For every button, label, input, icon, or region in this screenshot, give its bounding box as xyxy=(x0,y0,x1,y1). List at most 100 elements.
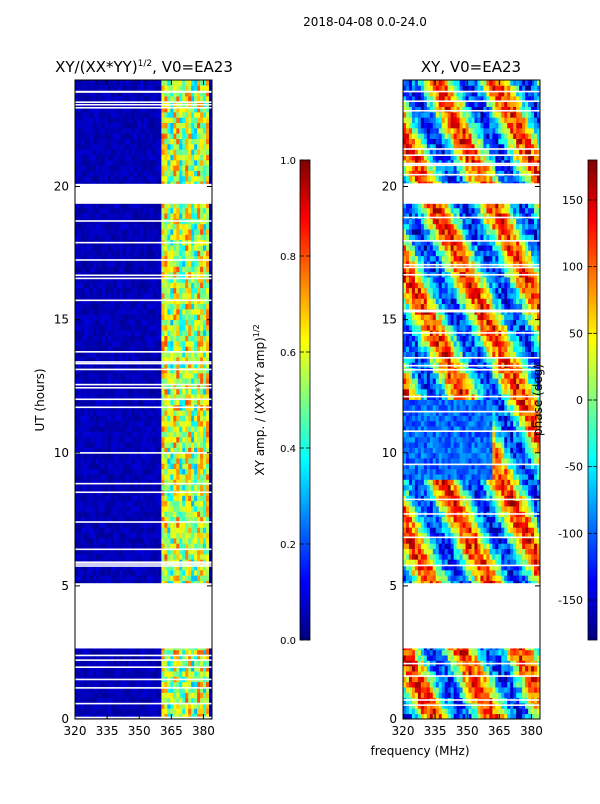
heatmap-cell xyxy=(128,149,132,155)
heatmap-cell xyxy=(194,521,198,528)
heatmap-cell xyxy=(173,362,177,368)
heatmap-cell xyxy=(77,468,82,475)
heatmap-cell xyxy=(182,255,186,262)
heatmap-cell xyxy=(134,335,138,342)
heatmap-cell xyxy=(149,202,153,209)
heatmap-cell xyxy=(125,703,130,709)
heatmap-cell xyxy=(125,255,130,262)
heatmap-cell xyxy=(176,378,180,384)
heatmap-cell xyxy=(146,564,150,571)
heatmap-cell xyxy=(98,319,103,326)
heatmap-cell xyxy=(158,399,162,406)
heatmap-cell xyxy=(122,367,127,374)
heatmap-cell xyxy=(143,143,147,150)
heatmap-cell xyxy=(188,452,192,459)
heatmap-cell xyxy=(197,442,201,448)
heatmap-cell xyxy=(125,324,130,331)
heatmap-cell xyxy=(149,356,153,363)
heatmap-cell xyxy=(89,458,94,464)
heatmap-cell xyxy=(116,282,121,289)
heatmap-cell xyxy=(113,335,118,342)
heatmap-cell xyxy=(143,687,147,693)
heatmap-cell xyxy=(122,420,127,427)
heatmap-cell xyxy=(116,261,121,267)
heatmap-cell xyxy=(188,671,192,677)
heatmap-cell xyxy=(107,484,112,491)
heatmap-cell xyxy=(104,234,109,241)
heatmap-cell xyxy=(203,335,207,342)
heatmap-cell xyxy=(75,537,79,544)
heatmap-cell xyxy=(134,660,138,667)
heatmap-cell xyxy=(101,692,106,699)
heatmap-cell xyxy=(170,708,174,715)
heatmap-cell xyxy=(209,383,212,390)
heatmap-cell xyxy=(206,149,210,155)
heatmap-cell xyxy=(164,314,168,321)
heatmap-cell xyxy=(155,703,159,709)
heatmap-cell xyxy=(137,697,141,704)
heatmap-cell xyxy=(101,420,106,427)
heatmap-cell xyxy=(104,681,109,688)
heatmap-cell xyxy=(152,692,156,699)
heatmap-cell xyxy=(125,138,130,145)
heatmap-cell xyxy=(89,261,94,267)
heatmap-cell xyxy=(110,223,115,230)
heatmap-cell xyxy=(128,293,132,299)
heatmap-cell xyxy=(146,447,150,454)
heatmap-cell xyxy=(143,553,147,560)
heatmap-cell xyxy=(143,474,147,480)
heatmap-cell xyxy=(200,165,204,171)
heatmap-cell xyxy=(170,170,174,177)
heatmap-cell xyxy=(92,458,97,464)
heatmap-cell xyxy=(176,660,180,667)
heatmap-cell xyxy=(182,495,186,502)
heatmap-cell xyxy=(107,410,112,416)
heatmap-cell xyxy=(137,138,141,145)
heatmap-cell xyxy=(131,378,135,384)
heatmap-cell xyxy=(83,261,88,267)
heatmap-cell xyxy=(134,548,138,555)
heatmap-cell xyxy=(188,532,192,539)
heatmap-cell xyxy=(107,277,112,283)
heatmap-cell xyxy=(164,351,168,358)
heatmap-cell xyxy=(75,277,79,283)
heatmap-cell xyxy=(167,175,171,182)
heatmap-cell xyxy=(86,665,91,672)
heatmap-cell xyxy=(92,399,97,406)
heatmap-cell xyxy=(164,506,168,512)
heatmap-cell xyxy=(92,426,97,432)
heatmap-cell xyxy=(155,399,159,406)
heatmap-cell xyxy=(95,335,100,342)
heatmap-cell xyxy=(200,660,204,667)
heatmap-cell xyxy=(122,511,127,518)
heatmap-cell xyxy=(173,287,177,294)
heatmap-cell xyxy=(116,175,121,182)
heatmap-cell xyxy=(128,372,132,379)
heatmap-cell xyxy=(185,335,189,342)
heatmap-cell xyxy=(182,516,186,523)
heatmap-cell xyxy=(95,543,100,549)
heatmap-cell xyxy=(75,708,79,715)
heatmap-cell xyxy=(77,649,82,656)
heatmap-cell xyxy=(152,362,156,368)
heatmap-cell xyxy=(101,394,106,400)
heatmap-cell xyxy=(101,250,106,257)
heatmap-cell xyxy=(125,330,130,336)
heatmap-cell xyxy=(176,527,180,534)
heatmap-cell xyxy=(179,170,183,177)
heatmap-cell xyxy=(83,415,88,422)
heatmap-cell xyxy=(188,436,192,443)
heatmap-cell xyxy=(209,564,212,571)
heatmap-cell xyxy=(170,362,174,368)
heatmap-cell xyxy=(86,548,91,555)
heatmap-cell xyxy=(131,399,135,406)
heatmap-cell xyxy=(131,261,135,267)
heatmap-cell xyxy=(116,277,121,283)
heatmap-cell xyxy=(86,303,91,310)
heatmap-cell xyxy=(191,431,195,438)
heatmap-cell xyxy=(209,165,212,171)
heatmap-cell xyxy=(173,175,177,182)
heatmap-cell xyxy=(95,314,100,321)
heatmap-cell xyxy=(146,213,150,219)
heatmap-cell xyxy=(155,511,159,518)
